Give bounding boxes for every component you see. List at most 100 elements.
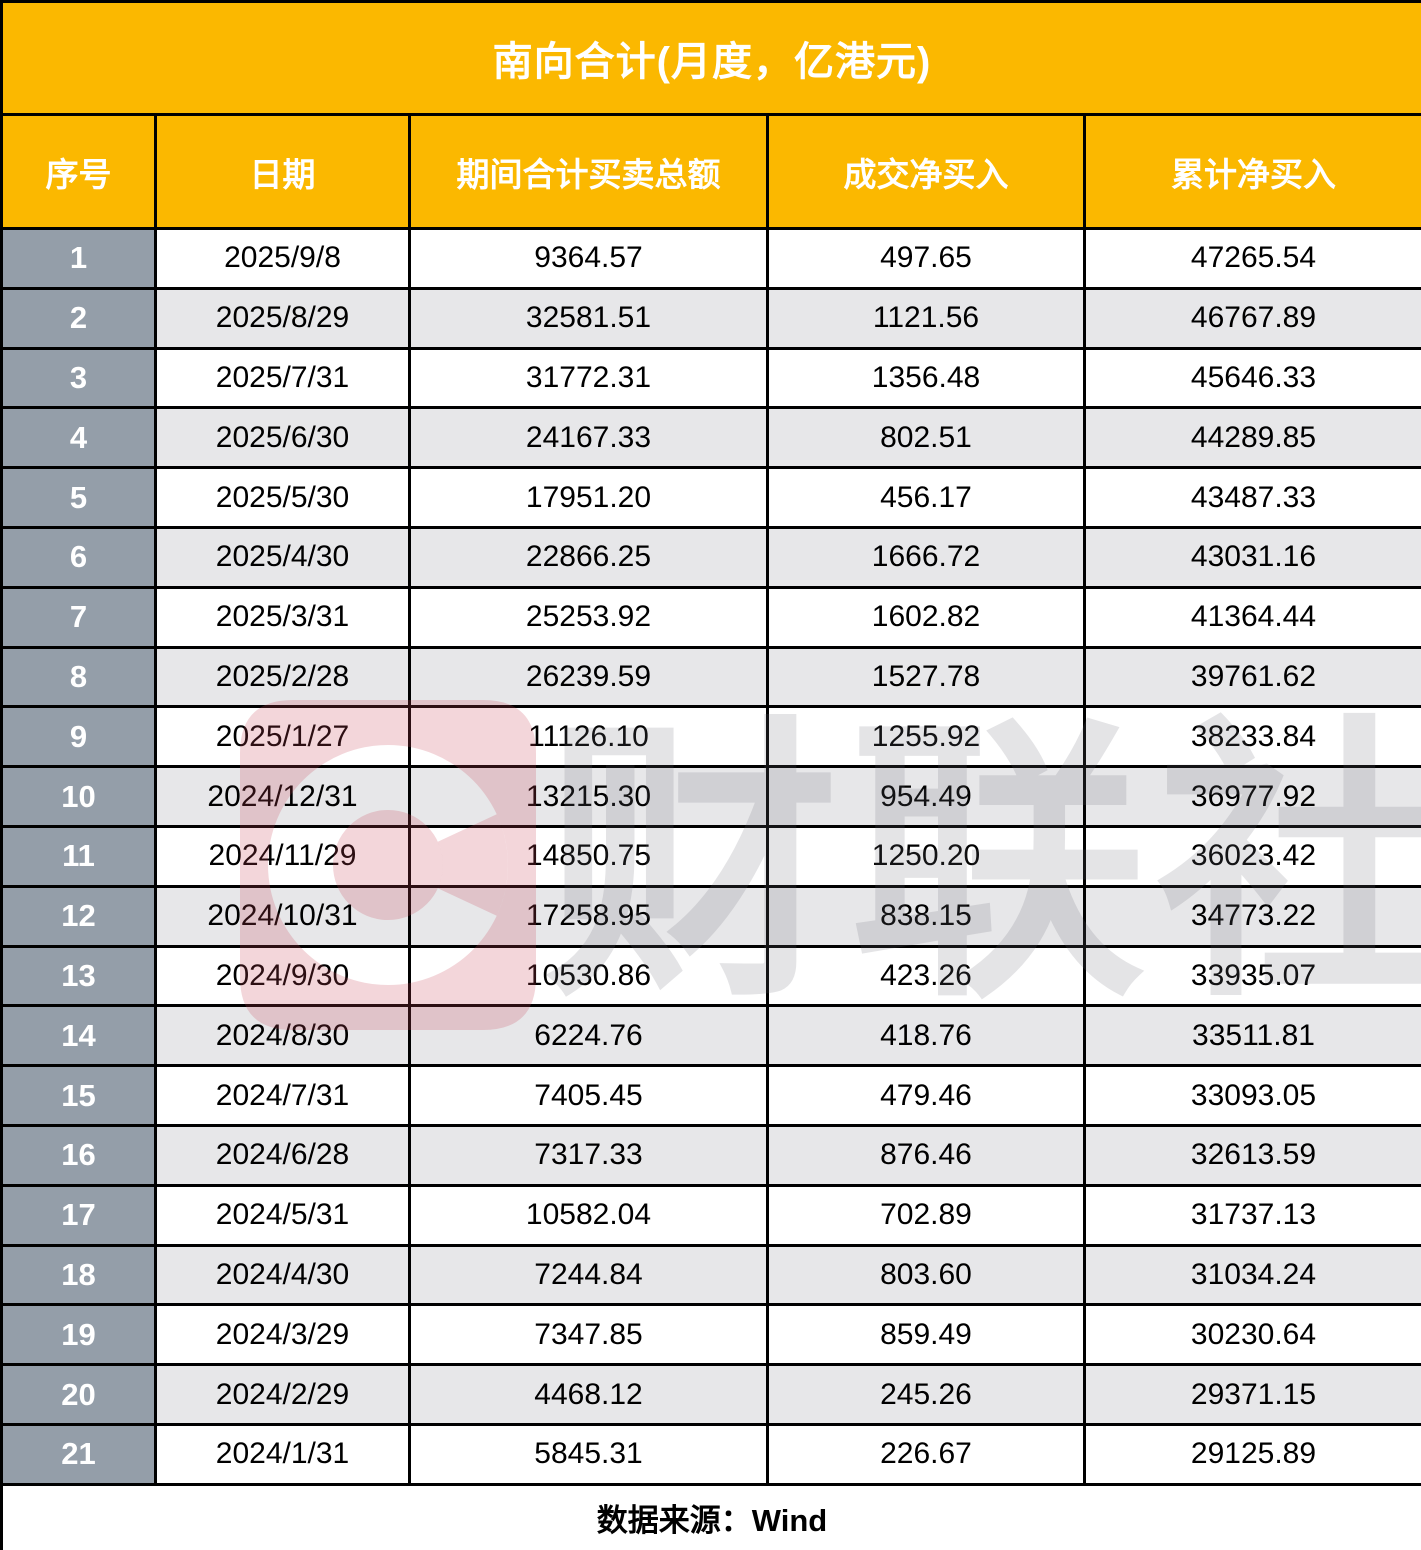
row-cell: 26239.59 (408, 645, 769, 709)
row-seq: 4 (0, 406, 157, 470)
row-seq: 1 (0, 227, 157, 290)
row-seq: 5 (0, 466, 157, 529)
row-seq: 20 (0, 1363, 157, 1426)
table-row: 14 2024/8/30 6224.76 418.76 33511.81 (0, 1004, 1421, 1068)
table-row: 15 2024/7/31 7405.45 479.46 33093.05 (0, 1064, 1421, 1127)
row-cell: 859.49 (766, 1303, 1086, 1367)
table-row: 2 2025/8/29 32581.51 1121.56 46767.89 (0, 286, 1421, 350)
row-cell: 5845.31 (408, 1422, 769, 1486)
row-seq: 15 (0, 1064, 157, 1127)
row-seq: 9 (0, 705, 157, 769)
row-cell: 33511.81 (1083, 1004, 1421, 1068)
row-cell: 7317.33 (408, 1123, 769, 1187)
table-row: 10 2024/12/31 13215.30 954.49 36977.92 (0, 765, 1421, 828)
row-cell: 29371.15 (1083, 1363, 1421, 1426)
row-cell: 2025/6/30 (154, 406, 411, 470)
row-cell: 39761.62 (1083, 645, 1421, 709)
table-row: 21 2024/1/31 5845.31 226.67 29125.89 (0, 1422, 1421, 1486)
row-cell: 7347.85 (408, 1303, 769, 1367)
table-row: 8 2025/2/28 26239.59 1527.78 39761.62 (0, 645, 1421, 709)
row-cell: 2024/2/29 (154, 1363, 411, 1426)
data-source-note: 数据来源：Wind (0, 1482, 1421, 1550)
row-cell: 497.65 (766, 227, 1086, 290)
row-cell: 2025/2/28 (154, 645, 411, 709)
row-cell: 31737.13 (1083, 1183, 1421, 1247)
row-cell: 4468.12 (408, 1363, 769, 1426)
row-cell: 876.46 (766, 1123, 1086, 1187)
row-cell: 33935.07 (1083, 944, 1421, 1008)
row-cell: 1250.20 (766, 824, 1086, 888)
col-header-date: 日期 (154, 113, 411, 230)
row-cell: 30230.64 (1083, 1303, 1421, 1367)
row-cell: 2025/1/27 (154, 705, 411, 769)
row-cell: 2024/3/29 (154, 1303, 411, 1367)
row-cell: 38233.84 (1083, 705, 1421, 769)
row-cell: 46767.89 (1083, 286, 1421, 350)
row-cell: 2024/7/31 (154, 1064, 411, 1127)
row-seq: 10 (0, 765, 157, 828)
row-cell: 43031.16 (1083, 525, 1421, 589)
row-cell: 1356.48 (766, 346, 1086, 410)
row-cell: 31034.24 (1083, 1243, 1421, 1307)
table-row: 17 2024/5/31 10582.04 702.89 31737.13 (0, 1183, 1421, 1247)
row-cell: 2024/5/31 (154, 1183, 411, 1247)
row-cell: 456.17 (766, 466, 1086, 529)
row-seq: 11 (0, 824, 157, 888)
row-cell: 2024/6/28 (154, 1123, 411, 1187)
row-cell: 1602.82 (766, 585, 1086, 649)
row-cell: 423.26 (766, 944, 1086, 1008)
table-row: 1 2025/9/8 9364.57 497.65 47265.54 (0, 227, 1421, 290)
row-cell: 226.67 (766, 1422, 1086, 1486)
row-cell: 47265.54 (1083, 227, 1421, 290)
row-cell: 2024/9/30 (154, 944, 411, 1008)
row-cell: 2024/8/30 (154, 1004, 411, 1068)
row-seq: 12 (0, 884, 157, 948)
row-cell: 2025/7/31 (154, 346, 411, 410)
table-row: 3 2025/7/31 31772.31 1356.48 45646.33 (0, 346, 1421, 410)
table-row: 16 2024/6/28 7317.33 876.46 32613.59 (0, 1123, 1421, 1187)
row-cell: 10582.04 (408, 1183, 769, 1247)
table-row: 12 2024/10/31 17258.95 838.15 34773.22 (0, 884, 1421, 948)
table-row: 6 2025/4/30 22866.25 1666.72 43031.16 (0, 525, 1421, 589)
table-row: 19 2024/3/29 7347.85 859.49 30230.64 (0, 1303, 1421, 1367)
row-cell: 33093.05 (1083, 1064, 1421, 1127)
row-cell: 10530.86 (408, 944, 769, 1008)
row-cell: 13215.30 (408, 765, 769, 828)
table-title-row: 南向合计(月度，亿港元) (0, 0, 1421, 116)
row-cell: 2025/4/30 (154, 525, 411, 589)
col-header-seq: 序号 (0, 113, 157, 230)
row-cell: 2024/4/30 (154, 1243, 411, 1307)
row-cell: 2025/5/30 (154, 466, 411, 529)
row-cell: 41364.44 (1083, 585, 1421, 649)
row-cell: 1121.56 (766, 286, 1086, 350)
row-seq: 18 (0, 1243, 157, 1307)
table-row: 13 2024/9/30 10530.86 423.26 33935.07 (0, 944, 1421, 1008)
row-cell: 43487.33 (1083, 466, 1421, 529)
row-cell: 245.26 (766, 1363, 1086, 1426)
row-cell: 479.46 (766, 1064, 1086, 1127)
row-cell: 954.49 (766, 765, 1086, 828)
row-cell: 803.60 (766, 1243, 1086, 1307)
row-cell: 2024/11/29 (154, 824, 411, 888)
row-cell: 2024/12/31 (154, 765, 411, 828)
row-cell: 1255.92 (766, 705, 1086, 769)
row-seq: 8 (0, 645, 157, 709)
col-header-cum: 累计净买入 (1083, 113, 1421, 230)
row-cell: 7244.84 (408, 1243, 769, 1307)
row-cell: 1527.78 (766, 645, 1086, 709)
row-cell: 2025/8/29 (154, 286, 411, 350)
table-title: 南向合计(月度，亿港元) (0, 0, 1421, 116)
row-cell: 2024/10/31 (154, 884, 411, 948)
row-cell: 2025/9/8 (154, 227, 411, 290)
row-seq: 3 (0, 346, 157, 410)
row-cell: 36023.42 (1083, 824, 1421, 888)
row-seq: 7 (0, 585, 157, 649)
row-cell: 36977.92 (1083, 765, 1421, 828)
row-cell: 6224.76 (408, 1004, 769, 1068)
row-cell: 32613.59 (1083, 1123, 1421, 1187)
row-cell: 9364.57 (408, 227, 769, 290)
table-row: 5 2025/5/30 17951.20 456.17 43487.33 (0, 466, 1421, 529)
row-seq: 14 (0, 1004, 157, 1068)
